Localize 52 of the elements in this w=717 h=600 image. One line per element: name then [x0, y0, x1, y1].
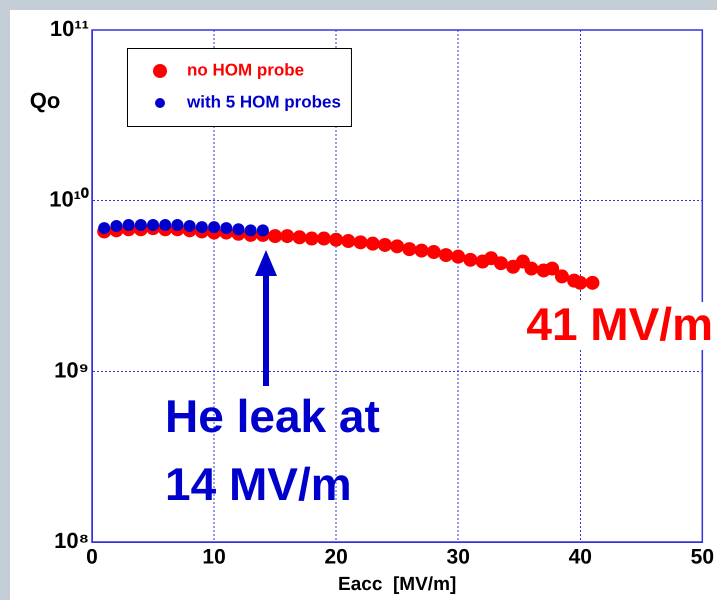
y-tick-label: 10¹⁰ [49, 186, 89, 212]
annotation: 41 MV/m [526, 298, 713, 350]
point [378, 238, 392, 252]
point [451, 250, 466, 264]
point [110, 220, 122, 232]
point [341, 234, 356, 248]
point [122, 219, 135, 232]
y-tick-label: 10⁹ [54, 357, 89, 382]
legend-label: no HOM probe [187, 60, 304, 80]
y-tick-label: 10¹¹ [50, 16, 89, 42]
x-tick-label: 0 [86, 545, 98, 568]
point [159, 219, 172, 232]
point [171, 219, 184, 232]
x-tick-label: 10 [202, 545, 226, 568]
point [147, 219, 160, 232]
point [232, 223, 244, 236]
point [292, 230, 307, 244]
point [244, 224, 257, 236]
point [304, 232, 319, 246]
point [268, 229, 282, 244]
x-tick-label: 20 [324, 545, 348, 568]
point [280, 229, 294, 244]
point [426, 245, 441, 260]
point [554, 269, 569, 284]
point [524, 262, 538, 276]
point [134, 219, 147, 232]
point [494, 256, 508, 270]
point [414, 244, 429, 258]
point [463, 252, 478, 267]
point [98, 222, 110, 234]
annotation: He leak at 14 MV/m [165, 390, 380, 510]
y-axis-title: Qo [30, 88, 60, 114]
x-tick-label: 30 [446, 545, 470, 568]
point [184, 220, 196, 232]
point [354, 235, 368, 250]
point [573, 276, 588, 290]
x-tick-label: 50 [690, 545, 714, 568]
point [256, 224, 269, 236]
point [402, 242, 416, 256]
point [366, 236, 380, 251]
point [329, 232, 344, 247]
point [545, 262, 560, 276]
point [438, 248, 453, 262]
point [220, 222, 232, 234]
legend-label: with 5 HOM probes [186, 92, 341, 112]
point [208, 221, 220, 234]
x-tick-label: 40 [568, 545, 592, 568]
point [585, 276, 600, 290]
point [196, 221, 208, 234]
point [390, 239, 404, 254]
x-axis-title: Eacc [MV/m] [338, 574, 456, 595]
point [316, 232, 331, 246]
